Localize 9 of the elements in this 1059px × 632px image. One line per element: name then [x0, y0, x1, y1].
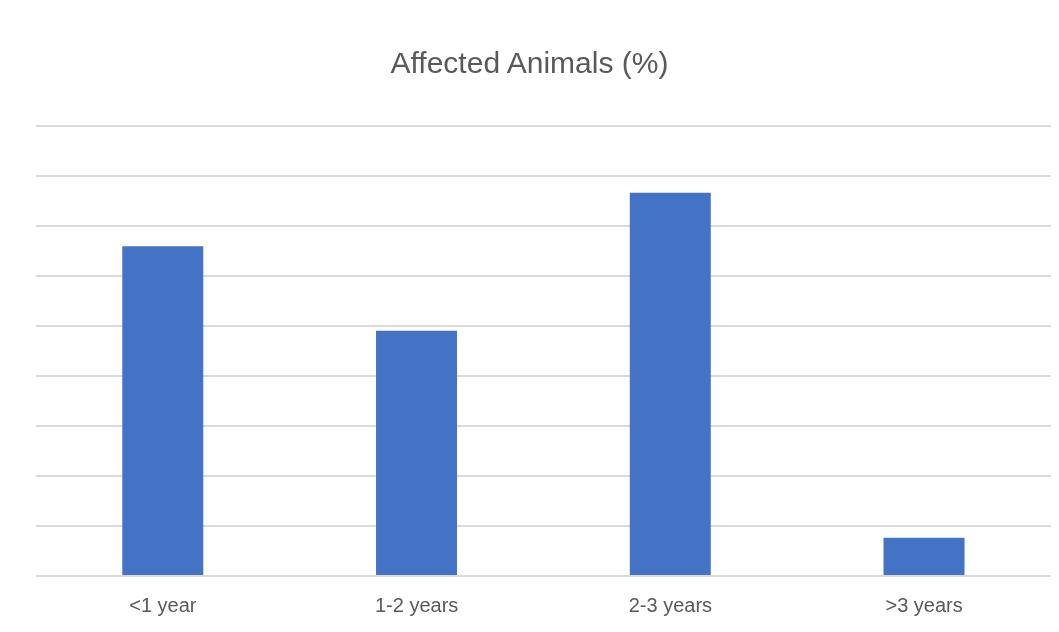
x-tick-label: <1 year: [129, 594, 197, 617]
chart-title: Affected Animals (%): [389, 45, 670, 81]
bar: [122, 246, 204, 576]
bar: [629, 192, 711, 576]
x-tick-label: 1-2 years: [374, 594, 459, 617]
bar: [883, 537, 965, 576]
x-tick-label: 2-3 years: [628, 594, 713, 617]
x-tick-label: >3 years: [885, 594, 963, 617]
bar: [376, 330, 458, 576]
